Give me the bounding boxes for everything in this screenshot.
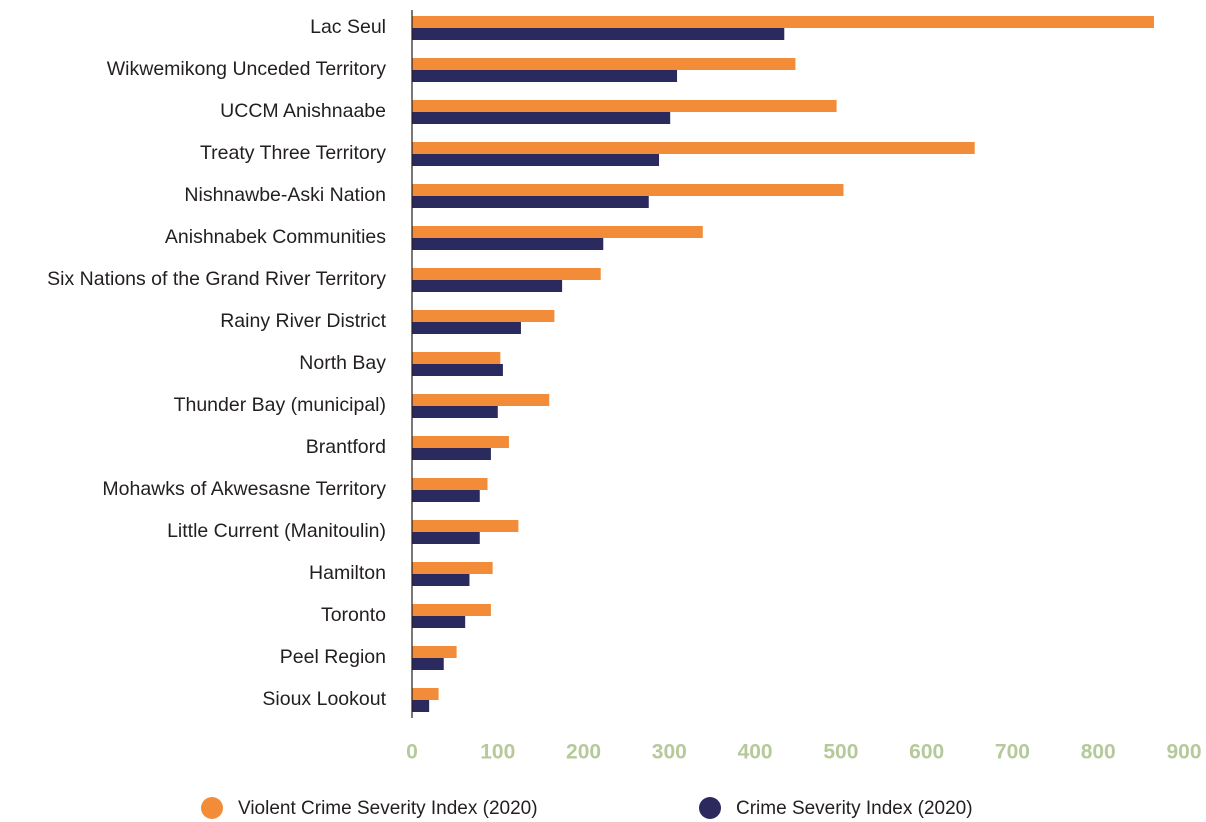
bar	[412, 196, 649, 208]
bar	[412, 268, 601, 280]
bar	[412, 520, 519, 532]
y-tick-label: Lac Seul	[310, 16, 386, 38]
x-tick-label: 200	[566, 741, 601, 764]
y-tick-label: Brantford	[306, 436, 386, 458]
bar	[412, 58, 796, 70]
bar	[412, 646, 457, 658]
y-tick-label: Mohawks of Akwesasne Territory	[102, 478, 386, 500]
y-tick-label: Peel Region	[280, 646, 386, 668]
y-tick-label: Sioux Lookout	[262, 688, 386, 710]
bar	[412, 364, 503, 376]
x-tick-label: 0	[406, 741, 418, 764]
bar	[412, 70, 678, 82]
legend-marker	[699, 797, 721, 819]
bar	[412, 532, 480, 544]
x-tick-label: 500	[823, 741, 858, 764]
legend-label: Violent Crime Severity Index (2020)	[238, 798, 538, 819]
bar	[412, 322, 521, 334]
y-tick-label: Hamilton	[309, 562, 386, 584]
y-tick-label: Thunder Bay (municipal)	[174, 394, 386, 416]
x-tick-label: 800	[1081, 741, 1116, 764]
x-tick-label: 900	[1166, 741, 1201, 764]
bar	[412, 688, 439, 700]
bar	[412, 436, 509, 448]
bar	[412, 352, 501, 364]
bar	[412, 310, 555, 322]
y-tick-label: North Bay	[299, 352, 386, 374]
x-tick-label: 700	[995, 741, 1030, 764]
bar	[412, 658, 444, 670]
y-tick-label: Toronto	[321, 604, 386, 626]
bar	[412, 700, 430, 712]
y-tick-label: Wikwemikong Unceded Territory	[107, 58, 386, 80]
x-tick-label: 100	[480, 741, 515, 764]
bar	[412, 280, 563, 292]
bar	[412, 616, 466, 628]
bar	[412, 238, 604, 250]
bar	[412, 394, 550, 406]
x-tick-label: 300	[652, 741, 687, 764]
bar	[412, 448, 491, 460]
y-tick-label: Six Nations of the Grand River Territory	[47, 268, 386, 290]
y-tick-label: Treaty Three Territory	[200, 142, 386, 164]
bar	[412, 28, 785, 40]
bar	[412, 406, 498, 418]
bar	[412, 562, 493, 574]
legend-label: Crime Severity Index (2020)	[736, 798, 973, 819]
y-tick-label: Little Current (Manitoulin)	[167, 520, 386, 542]
bar	[412, 478, 488, 490]
y-tick-label: UCCM Anishnaabe	[220, 100, 386, 122]
bar	[412, 184, 844, 196]
x-tick-label: 400	[738, 741, 773, 764]
y-tick-label: Nishnawbe-Aski Nation	[184, 184, 386, 206]
bar	[412, 490, 480, 502]
bar	[412, 142, 975, 154]
y-tick-label: Rainy River District	[220, 310, 386, 332]
bar	[412, 16, 1154, 28]
bar	[412, 154, 660, 166]
bar	[412, 112, 671, 124]
bar	[412, 226, 703, 238]
x-tick-label: 600	[909, 741, 944, 764]
legend-marker	[201, 797, 223, 819]
y-tick-label: Anishnabek Communities	[165, 226, 386, 248]
bar	[412, 100, 837, 112]
bar	[412, 604, 491, 616]
bar	[412, 574, 470, 586]
